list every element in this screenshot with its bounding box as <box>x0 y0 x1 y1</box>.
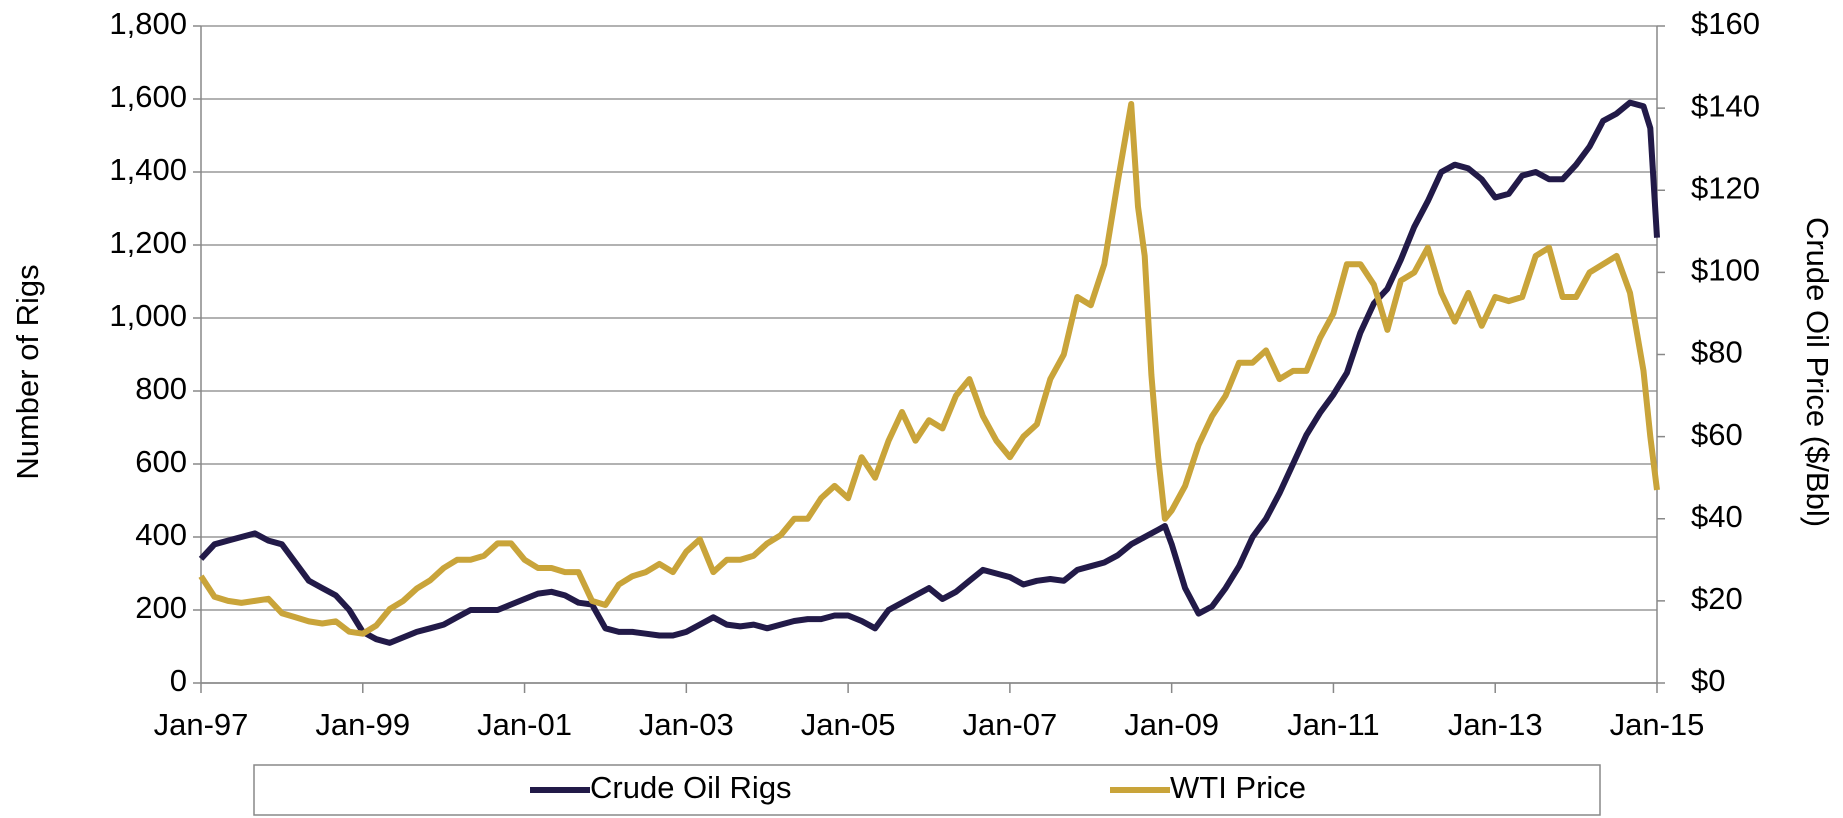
y2-tick-label: $80 <box>1691 335 1743 370</box>
legend-label: WTI Price <box>1170 770 1306 805</box>
y2-tick-label: $40 <box>1691 499 1743 534</box>
y2-tick-label: $20 <box>1691 581 1743 616</box>
y2-tick-label: $60 <box>1691 417 1743 452</box>
x-tick-label: Jan-97 <box>154 707 249 742</box>
y-tick-label: 1,800 <box>109 6 187 41</box>
y-tick-label: 600 <box>135 444 187 479</box>
y-tick-label: 400 <box>135 517 187 552</box>
y2-tick-label: $160 <box>1691 6 1760 41</box>
y2-axis-title: Crude Oil Price ($/Bbl) <box>1800 217 1835 527</box>
x-tick-label: Jan-99 <box>315 707 410 742</box>
y-tick-label: 1,000 <box>109 298 187 333</box>
x-tick-label: Jan-07 <box>962 707 1057 742</box>
y-tick-label: 800 <box>135 371 187 406</box>
legend-label: Crude Oil Rigs <box>590 770 792 805</box>
x-tick-label: Jan-13 <box>1448 707 1543 742</box>
x-tick-label: Jan-01 <box>477 707 572 742</box>
x-tick-label: Jan-11 <box>1287 707 1380 742</box>
x-tick-label: Jan-05 <box>801 707 896 742</box>
y-tick-label: 200 <box>135 590 187 625</box>
y2-tick-label: $0 <box>1691 663 1725 698</box>
legend-box <box>254 765 1600 815</box>
x-tick-label: Jan-15 <box>1610 707 1705 742</box>
y-tick-label: 1,600 <box>109 79 187 114</box>
chart: Number of Rigs Crude Oil Price ($/Bbl) 0… <box>0 0 1843 818</box>
y2-tick-label: $140 <box>1691 88 1760 123</box>
y-axis-title: Number of Rigs <box>10 264 45 479</box>
x-tick-label: Jan-09 <box>1124 707 1219 742</box>
series-line <box>201 103 1657 643</box>
x-tick-label: Jan-03 <box>639 707 734 742</box>
y2-tick-label: $120 <box>1691 170 1760 205</box>
y-tick-label: 1,200 <box>109 225 187 260</box>
y-tick-label: 0 <box>170 663 187 698</box>
y2-tick-label: $100 <box>1691 253 1760 288</box>
y-tick-label: 1,400 <box>109 152 187 187</box>
